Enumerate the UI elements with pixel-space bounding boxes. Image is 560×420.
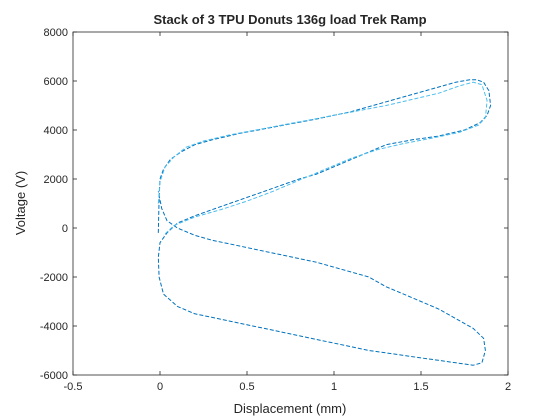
y-axis-label: Voltage (V) [13, 171, 28, 235]
y-tick-label: 6000 [44, 76, 68, 88]
x-tick-label: 1 [331, 381, 337, 393]
x-tick-label: 0.5 [239, 381, 254, 393]
y-tick-label: 4000 [44, 125, 68, 137]
y-tick-label: -2000 [40, 272, 68, 284]
y-tick-label: -6000 [40, 370, 68, 382]
x-tick-label: 0 [157, 381, 163, 393]
y-tick-label: 8000 [44, 27, 68, 39]
x-tick-label: -0.5 [64, 381, 83, 393]
chart-title: Stack of 3 TPU Donuts 136g load Trek Ram… [153, 12, 426, 27]
x-axis-label: Displacement (mm) [234, 401, 347, 416]
y-tick-label: 0 [62, 223, 68, 235]
x-tick-label: 2 [505, 381, 511, 393]
x-tick-label: 1.5 [413, 381, 428, 393]
y-tick-label: 2000 [44, 174, 68, 186]
y-tick-label: -4000 [40, 321, 68, 333]
